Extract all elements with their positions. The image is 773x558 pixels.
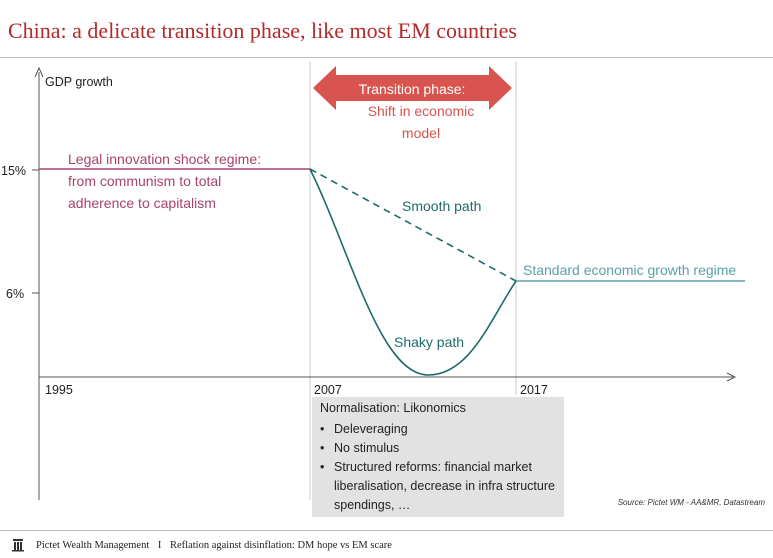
source-note: Source: Pictet WM - AA&MR, Datastream — [617, 498, 765, 507]
smooth-path-line — [309, 168, 517, 282]
transition-subtitle-line1: Shift in economic — [368, 103, 475, 119]
transition-diagram: GDP growth 15% 6% 1995 2007 2017 Transit… — [1, 62, 745, 500]
note-list: Deleveraging No stimulus Structured refo… — [320, 420, 560, 515]
transition-double-arrow — [313, 66, 512, 110]
legal-regime-label-line2: from communism to total — [68, 173, 221, 189]
note-item-structured-reforms: Structured reforms: financial market lib… — [320, 458, 560, 515]
shaky-path-label: Shaky path — [394, 334, 464, 350]
y-tick-label-6: 6% — [6, 287, 24, 301]
normalisation-note-box: Normalisation: Likonomics Deleveraging N… — [312, 397, 564, 517]
y-tick-label-15: 15% — [1, 164, 26, 178]
note-item-deleveraging: Deleveraging — [320, 420, 560, 439]
note-title: Normalisation: Likonomics — [320, 401, 466, 415]
title-divider — [0, 57, 773, 58]
x-tick-label-1995: 1995 — [45, 383, 73, 397]
page-title: China: a delicate transition phase, like… — [8, 18, 517, 43]
pictet-logo-icon — [12, 539, 24, 552]
transition-subtitle-line2: model — [402, 125, 440, 141]
footer-brand: Pictet Wealth Management — [36, 540, 150, 551]
legal-regime-label-line1: Legal innovation shock regime: — [68, 151, 261, 167]
standard-regime-label: Standard economic growth regime — [523, 262, 736, 278]
footer-divider — [0, 530, 773, 531]
footer: Pictet Wealth Management I Reflation aga… — [36, 540, 392, 551]
y-axis-arrowhead — [34, 66, 44, 78]
shaky-path-line — [309, 168, 517, 376]
x-tick-label-2017: 2017 — [520, 383, 548, 397]
transition-phase-label: Transition phase: — [359, 81, 466, 97]
footer-separator: I — [157, 540, 162, 551]
y-axis-label: GDP growth — [45, 75, 113, 89]
note-item-no-stimulus: No stimulus — [320, 439, 560, 458]
footer-subtitle: Reflation against disinflation: DM hope … — [170, 540, 392, 551]
smooth-path-label: Smooth path — [402, 198, 481, 214]
x-tick-label-2007: 2007 — [314, 383, 342, 397]
x-axis-arrowhead — [726, 372, 737, 382]
legal-regime-label-line3: adherence to capitalism — [68, 195, 216, 211]
